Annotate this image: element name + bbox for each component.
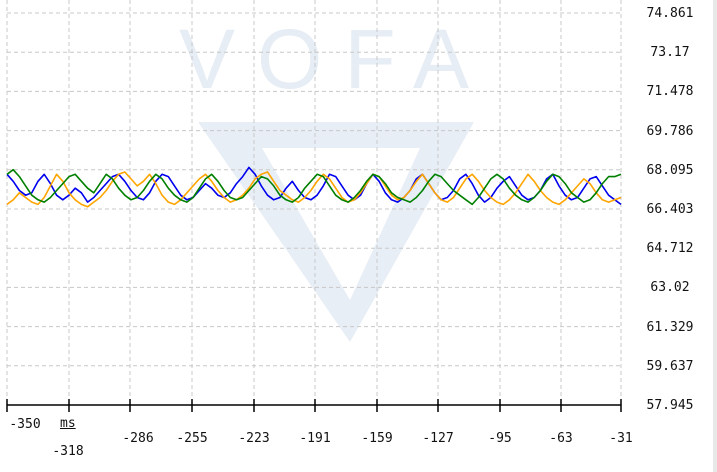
x-tick-label: -159 [361,431,393,446]
x-axis [6,399,622,412]
x-tick-label: -350 [9,417,41,432]
series-lines [6,166,622,208]
x-tick-label: -223 [238,431,270,446]
x-tick-label: -191 [299,431,331,446]
watermark-v-shape [198,122,474,342]
y-tick-label: 61.329 [646,319,694,335]
x-axis-unit-label: ms [60,416,76,431]
y-tick-label: 63.02 [650,280,690,296]
y-tick-label: 69.786 [646,123,694,139]
y-tick-label: 73.17 [650,45,690,61]
x-tick-label: -31 [609,431,633,446]
y-tick-label: 68.095 [646,162,694,178]
y-tick-label: 59.637 [646,358,694,374]
series-line-1 [6,166,622,206]
y-tick-label: 71.478 [646,84,694,100]
y-tick-label: 64.712 [646,241,694,257]
x-tick-label: -95 [488,431,512,446]
x-tick-label: -63 [549,431,573,446]
y-tick-label: 74.861 [646,6,694,21]
window-edge [713,0,717,472]
x-tick-label-lower: -318 [52,444,84,459]
x-tick-label: -286 [122,431,154,446]
grid-lines [6,0,622,406]
y-tick-label: 57.945 [646,398,694,413]
series-line-3 [6,168,622,206]
watermark-text: VOFA [179,12,491,106]
x-tick-label: -255 [176,431,208,446]
vofa-watermark: VOFA [179,12,491,342]
series-line-2 [6,171,622,208]
x-tick-label: -127 [422,431,454,446]
y-tick-label: 66.403 [646,202,694,217]
